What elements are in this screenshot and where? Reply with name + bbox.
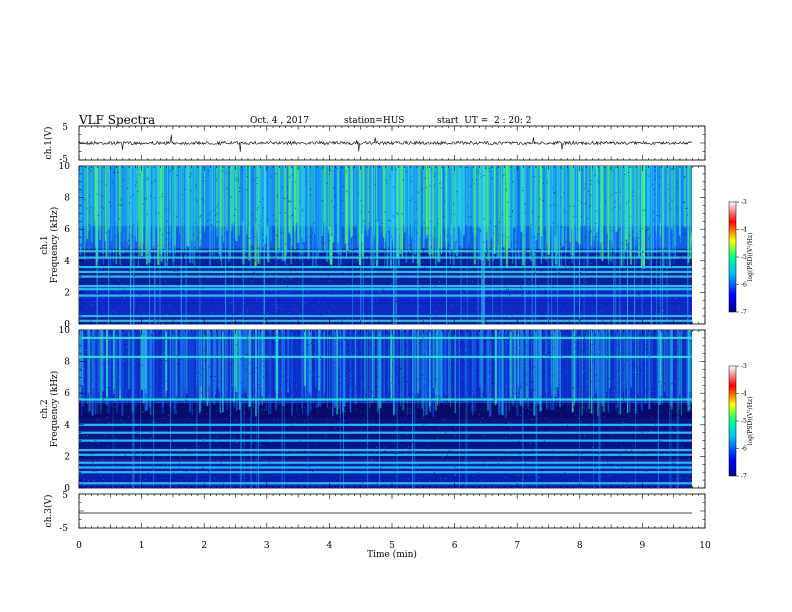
freq-tick-label: 6 bbox=[64, 225, 70, 235]
freq-tick-label: 4 bbox=[64, 257, 70, 267]
freq-tick-label: 2 bbox=[64, 288, 70, 298]
colorbar-tick-label: -4 bbox=[741, 227, 747, 234]
colorbar-1-label: log(PSD)(V²/Hz) bbox=[747, 233, 754, 282]
x-tick-label: 7 bbox=[514, 541, 520, 551]
colorbar-tick-label: -4 bbox=[741, 391, 747, 398]
station-label: station=HUS bbox=[344, 116, 405, 126]
x-axis-label: Time (min) bbox=[367, 549, 417, 560]
colorbar-tick-label: -6 bbox=[741, 282, 747, 289]
axis-ticks bbox=[78, 125, 706, 529]
start-time-label: start UT = 2 : 20: 2 bbox=[437, 116, 532, 126]
colorbar-tick-label: -7 bbox=[741, 309, 747, 316]
colorbar-tick-label: -7 bbox=[741, 473, 747, 480]
x-tick-label: 4 bbox=[327, 541, 333, 551]
freq-tick-label: 0 bbox=[64, 320, 70, 330]
wave3-ytick-top: 5 bbox=[62, 491, 68, 501]
x-tick-label: 6 bbox=[452, 541, 458, 551]
wave1-ylabel: ch.1(V) bbox=[43, 127, 54, 160]
colorbar-2-label: log(PSD)(V²/Hz) bbox=[747, 397, 754, 446]
spec2-ylabel-channel: ch.2 bbox=[40, 399, 50, 418]
wave1-ytick-bottom: -5 bbox=[59, 155, 68, 165]
freq-tick-label: 4 bbox=[64, 421, 70, 431]
spec1-ylabel: Frequency (kHz) bbox=[49, 207, 60, 284]
spectrogram-2 bbox=[79, 330, 692, 488]
freq-tick-label: 0 bbox=[64, 484, 70, 494]
chart-title: VLF Spectra bbox=[79, 113, 156, 127]
colorbar-tick-label: -3 bbox=[741, 363, 747, 370]
colorbar-2: -3 -4 -5 -6 -7 log(PSD)(V²/Hz) bbox=[728, 363, 754, 480]
colorbar-tick-label: -6 bbox=[741, 446, 747, 453]
wave3-ylabel: ch.3(V) bbox=[43, 495, 54, 528]
x-tick-label: 1 bbox=[139, 541, 145, 551]
x-tick-label: 2 bbox=[201, 541, 207, 551]
waveform-top-trace bbox=[78, 134, 693, 152]
wave1-ytick-top: 5 bbox=[62, 123, 68, 133]
waveform-bottom-frame bbox=[78, 493, 706, 529]
freq-tick-label: 10 bbox=[59, 162, 71, 172]
x-tick-label: 8 bbox=[577, 541, 583, 551]
date-label: Oct. 4 , 2017 bbox=[250, 116, 309, 126]
spec1-ylabel-channel: ch.1 bbox=[40, 235, 50, 254]
freq-tick-label: 10 bbox=[59, 326, 71, 336]
freq-tick-label: 2 bbox=[64, 452, 70, 462]
x-tick-label: 0 bbox=[76, 541, 82, 551]
spectrogram-1 bbox=[79, 166, 692, 324]
spec2-ylabel: Frequency (kHz) bbox=[49, 371, 60, 448]
x-tick-label: 3 bbox=[264, 541, 270, 551]
freq-tick-label: 8 bbox=[64, 358, 70, 368]
colorbar-tick-label: -3 bbox=[741, 199, 747, 206]
colorbar-1: -3 -4 -5 -6 -7 log(PSD)(V²/Hz) bbox=[728, 199, 754, 316]
wave3-ytick-bottom: -5 bbox=[59, 524, 68, 534]
x-tick-label: 9 bbox=[640, 541, 646, 551]
x-tick-label: 5 bbox=[389, 541, 395, 551]
freq-tick-label: 8 bbox=[64, 194, 70, 204]
colorbar-tick-label: -5 bbox=[741, 254, 747, 261]
freq-tick-label: 6 bbox=[64, 389, 70, 399]
colorbar-tick-label: -5 bbox=[741, 418, 747, 425]
x-tick-label: 10 bbox=[699, 541, 711, 551]
